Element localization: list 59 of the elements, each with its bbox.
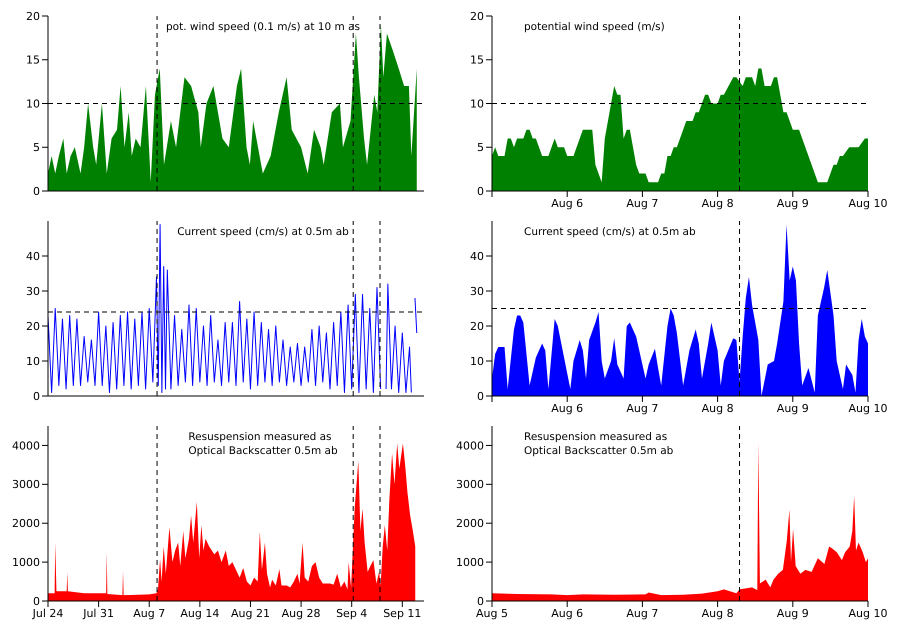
x-tick-label: Aug 7 bbox=[626, 606, 658, 620]
y-tick-label: 0 bbox=[33, 594, 40, 608]
x-tick-label: Aug 14 bbox=[180, 606, 220, 620]
x-tick-label: Aug 8 bbox=[702, 402, 734, 415]
y-tick-label: 0 bbox=[477, 184, 484, 198]
y-tick-label: 15 bbox=[26, 54, 40, 67]
x-tick-label: Aug 9 bbox=[776, 402, 809, 415]
x-tick-label: Aug 9 bbox=[776, 196, 809, 210]
y-tick-label: 3000 bbox=[12, 478, 40, 492]
y-tick-label: 40 bbox=[470, 250, 484, 263]
text: Resuspension measured as Optical Backscatter 0.5m ab bbox=[524, 430, 674, 458]
x-tick-label: Aug 8 bbox=[702, 196, 734, 210]
y-tick-label: 20 bbox=[26, 320, 40, 333]
y-tick-label: 1000 bbox=[12, 556, 40, 570]
x-tick-label: Sep 11 bbox=[383, 606, 422, 620]
x-tick-label: Aug 10 bbox=[848, 196, 888, 210]
y-tick-label: 0 bbox=[33, 184, 40, 198]
y-tick-label: 20 bbox=[470, 10, 484, 23]
y-tick-label: 4000 bbox=[456, 439, 484, 452]
y-tick-label: 10 bbox=[26, 97, 40, 110]
y-tick-label: 2000 bbox=[456, 517, 484, 530]
y-tick-label: 1000 bbox=[456, 556, 484, 570]
x-tick-label: Aug 7 bbox=[133, 606, 166, 620]
x-tick-label: Jul 31 bbox=[82, 606, 114, 620]
y-tick-label: 15 bbox=[470, 54, 484, 67]
text: Current speed (cm/s) at 0.5m ab bbox=[524, 225, 696, 239]
y-tick-label: 10 bbox=[26, 354, 40, 368]
text: potential wind speed (m/s) bbox=[524, 20, 665, 34]
y-tick-label: 20 bbox=[26, 10, 40, 23]
y-tick-label: 3000 bbox=[456, 478, 484, 492]
y-tick-label: 20 bbox=[470, 320, 484, 333]
x-tick-label: Aug 21 bbox=[230, 606, 270, 620]
x-tick-label: Aug 9 bbox=[776, 606, 809, 620]
x-tick-label: Jul 24 bbox=[32, 606, 64, 620]
text: Resuspension measured as Optical Backscatter 0.5m ab bbox=[188, 430, 338, 458]
x-tick-label: Aug 6 bbox=[551, 402, 584, 415]
text: Current speed (cm/s) at 0.5m ab bbox=[177, 225, 349, 239]
y-tick-label: 30 bbox=[470, 284, 484, 298]
y-tick-label: 2000 bbox=[12, 517, 40, 530]
y-tick-label: 30 bbox=[26, 284, 40, 298]
x-tick-label: Aug 10 bbox=[848, 402, 888, 415]
y-tick-label: 10 bbox=[470, 354, 484, 368]
x-tick-label: Aug 6 bbox=[551, 196, 584, 210]
x-tick-label: Aug 5 bbox=[476, 606, 508, 620]
x-tick-label: Aug 28 bbox=[282, 606, 321, 620]
x-tick-label: Sep 4 bbox=[336, 606, 368, 620]
x-tick-label: Aug 10 bbox=[848, 606, 888, 620]
y-tick-label: 4000 bbox=[12, 439, 40, 452]
x-tick-label: Aug 6 bbox=[551, 606, 584, 620]
y-tick-label: 0 bbox=[33, 390, 40, 403]
x-tick-label: Aug 8 bbox=[702, 606, 734, 620]
y-tick-label: 40 bbox=[26, 250, 40, 263]
y-tick-label: 5 bbox=[477, 141, 484, 154]
x-tick-label: Aug 7 bbox=[626, 196, 658, 210]
y-tick-label: 5 bbox=[33, 141, 40, 154]
x-tick-label: Aug 7 bbox=[626, 402, 658, 415]
y-tick-label: 0 bbox=[477, 390, 484, 403]
y-tick-label: 10 bbox=[470, 97, 484, 110]
y-tick-label: 0 bbox=[477, 594, 484, 608]
